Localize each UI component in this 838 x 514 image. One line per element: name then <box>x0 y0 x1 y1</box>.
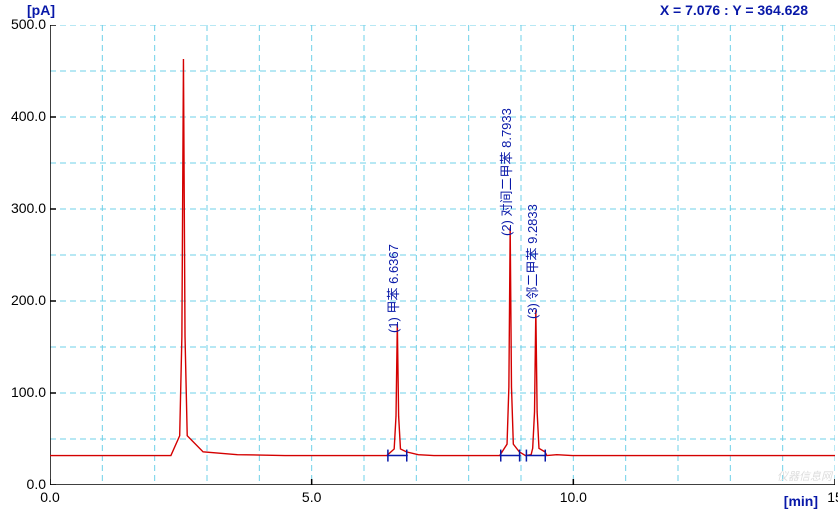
x-tick-label: 10.0 <box>560 489 587 505</box>
peak-label: (2) 对间二甲苯 8.7933 <box>496 109 515 237</box>
y-tick-label: 300.0 <box>6 200 46 216</box>
peak-label: (1) 甲苯 6.6367 <box>383 244 402 333</box>
cursor-readout: X = 7.076 : Y = 364.628 <box>660 2 808 18</box>
x-tick-label: 0.0 <box>40 489 59 505</box>
y-tick-label: 500.0 <box>6 16 46 32</box>
watermark: 仪器信息网 <box>777 468 832 484</box>
y-tick-label: 100.0 <box>6 384 46 400</box>
x-axis-unit: [min] <box>784 493 818 509</box>
x-tick-label: 5.0 <box>302 489 321 505</box>
x-tick-label: 15 <box>827 489 838 505</box>
y-tick-label: 200.0 <box>6 292 46 308</box>
chromatogram-plot <box>50 25 835 485</box>
peak-label: (3) 邻二甲苯 9.2833 <box>522 204 541 319</box>
y-tick-label: 400.0 <box>6 108 46 124</box>
